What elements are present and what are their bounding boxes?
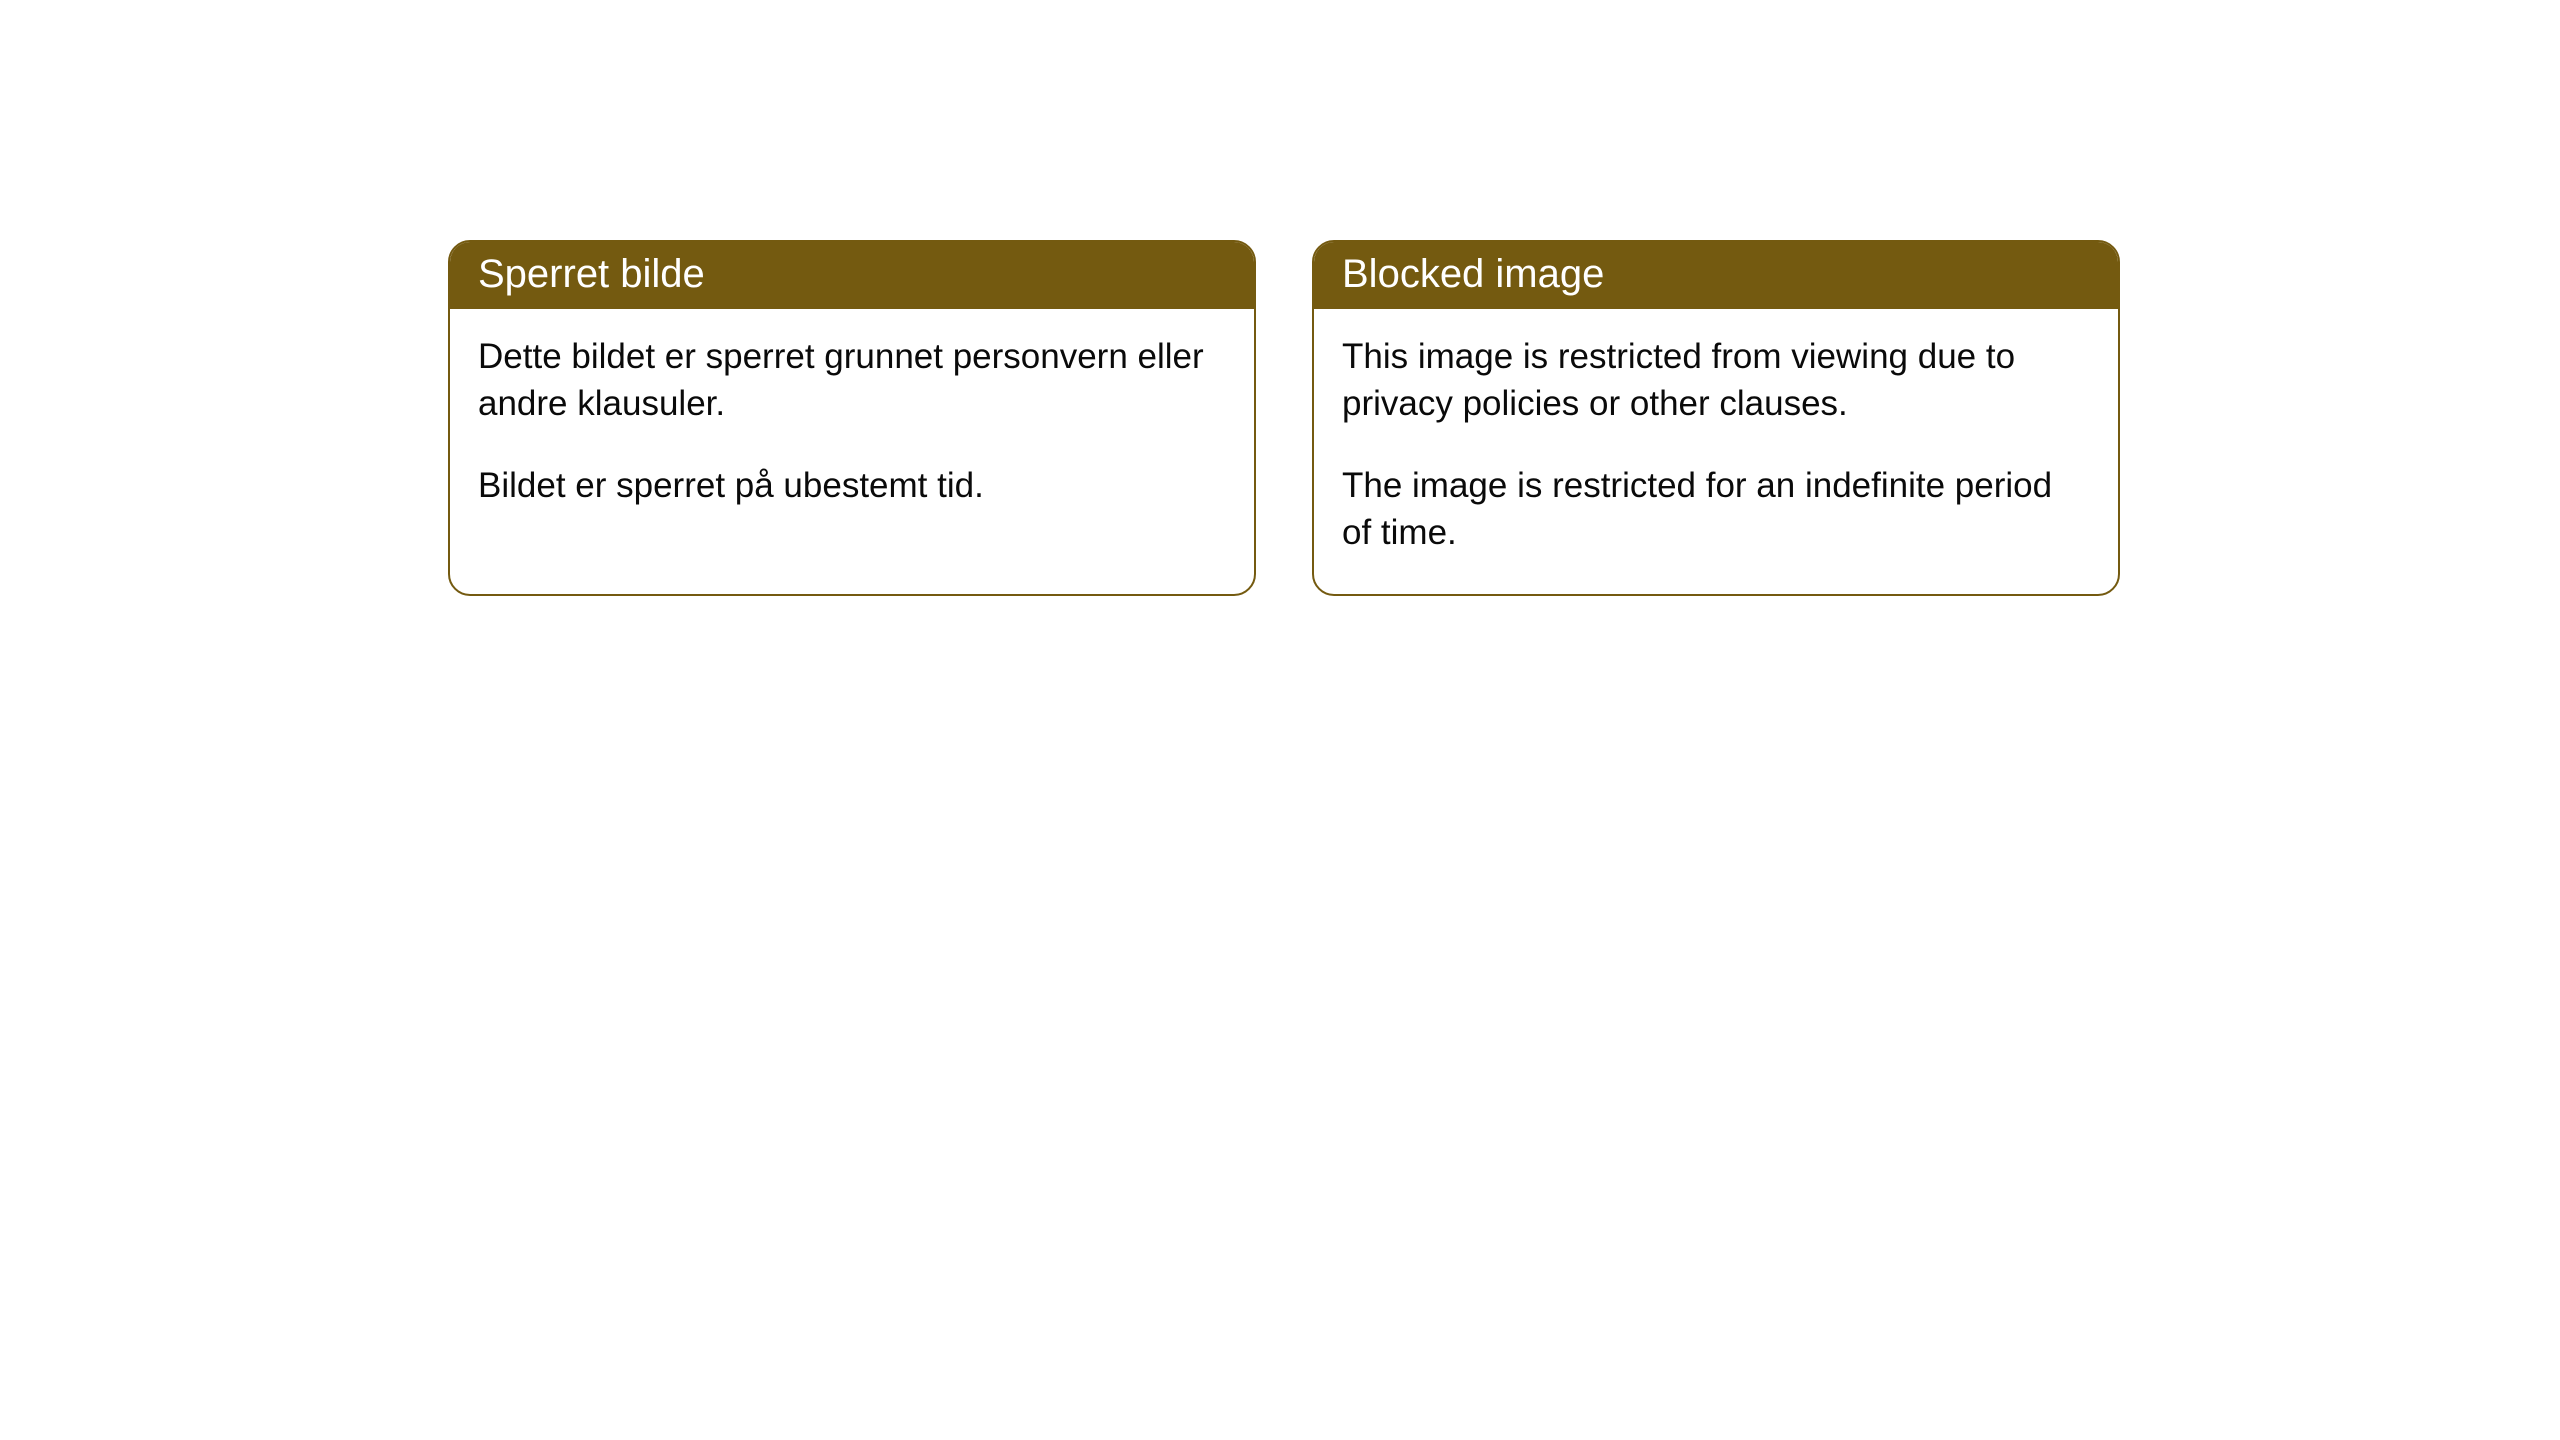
card-body: This image is restricted from viewing du… <box>1314 309 2118 594</box>
card-english: Blocked image This image is restricted f… <box>1312 240 2120 596</box>
card-paragraph: This image is restricted from viewing du… <box>1342 333 2090 428</box>
card-paragraph: Bildet er sperret på ubestemt tid. <box>478 462 1226 509</box>
cards-container: Sperret bilde Dette bildet er sperret gr… <box>448 240 2560 596</box>
card-paragraph: Dette bildet er sperret grunnet personve… <box>478 333 1226 428</box>
card-header: Blocked image <box>1314 242 2118 309</box>
card-title: Blocked image <box>1342 252 1604 296</box>
card-body: Dette bildet er sperret grunnet personve… <box>450 309 1254 547</box>
card-header: Sperret bilde <box>450 242 1254 309</box>
card-norwegian: Sperret bilde Dette bildet er sperret gr… <box>448 240 1256 596</box>
card-title: Sperret bilde <box>478 252 705 296</box>
card-paragraph: The image is restricted for an indefinit… <box>1342 462 2090 557</box>
